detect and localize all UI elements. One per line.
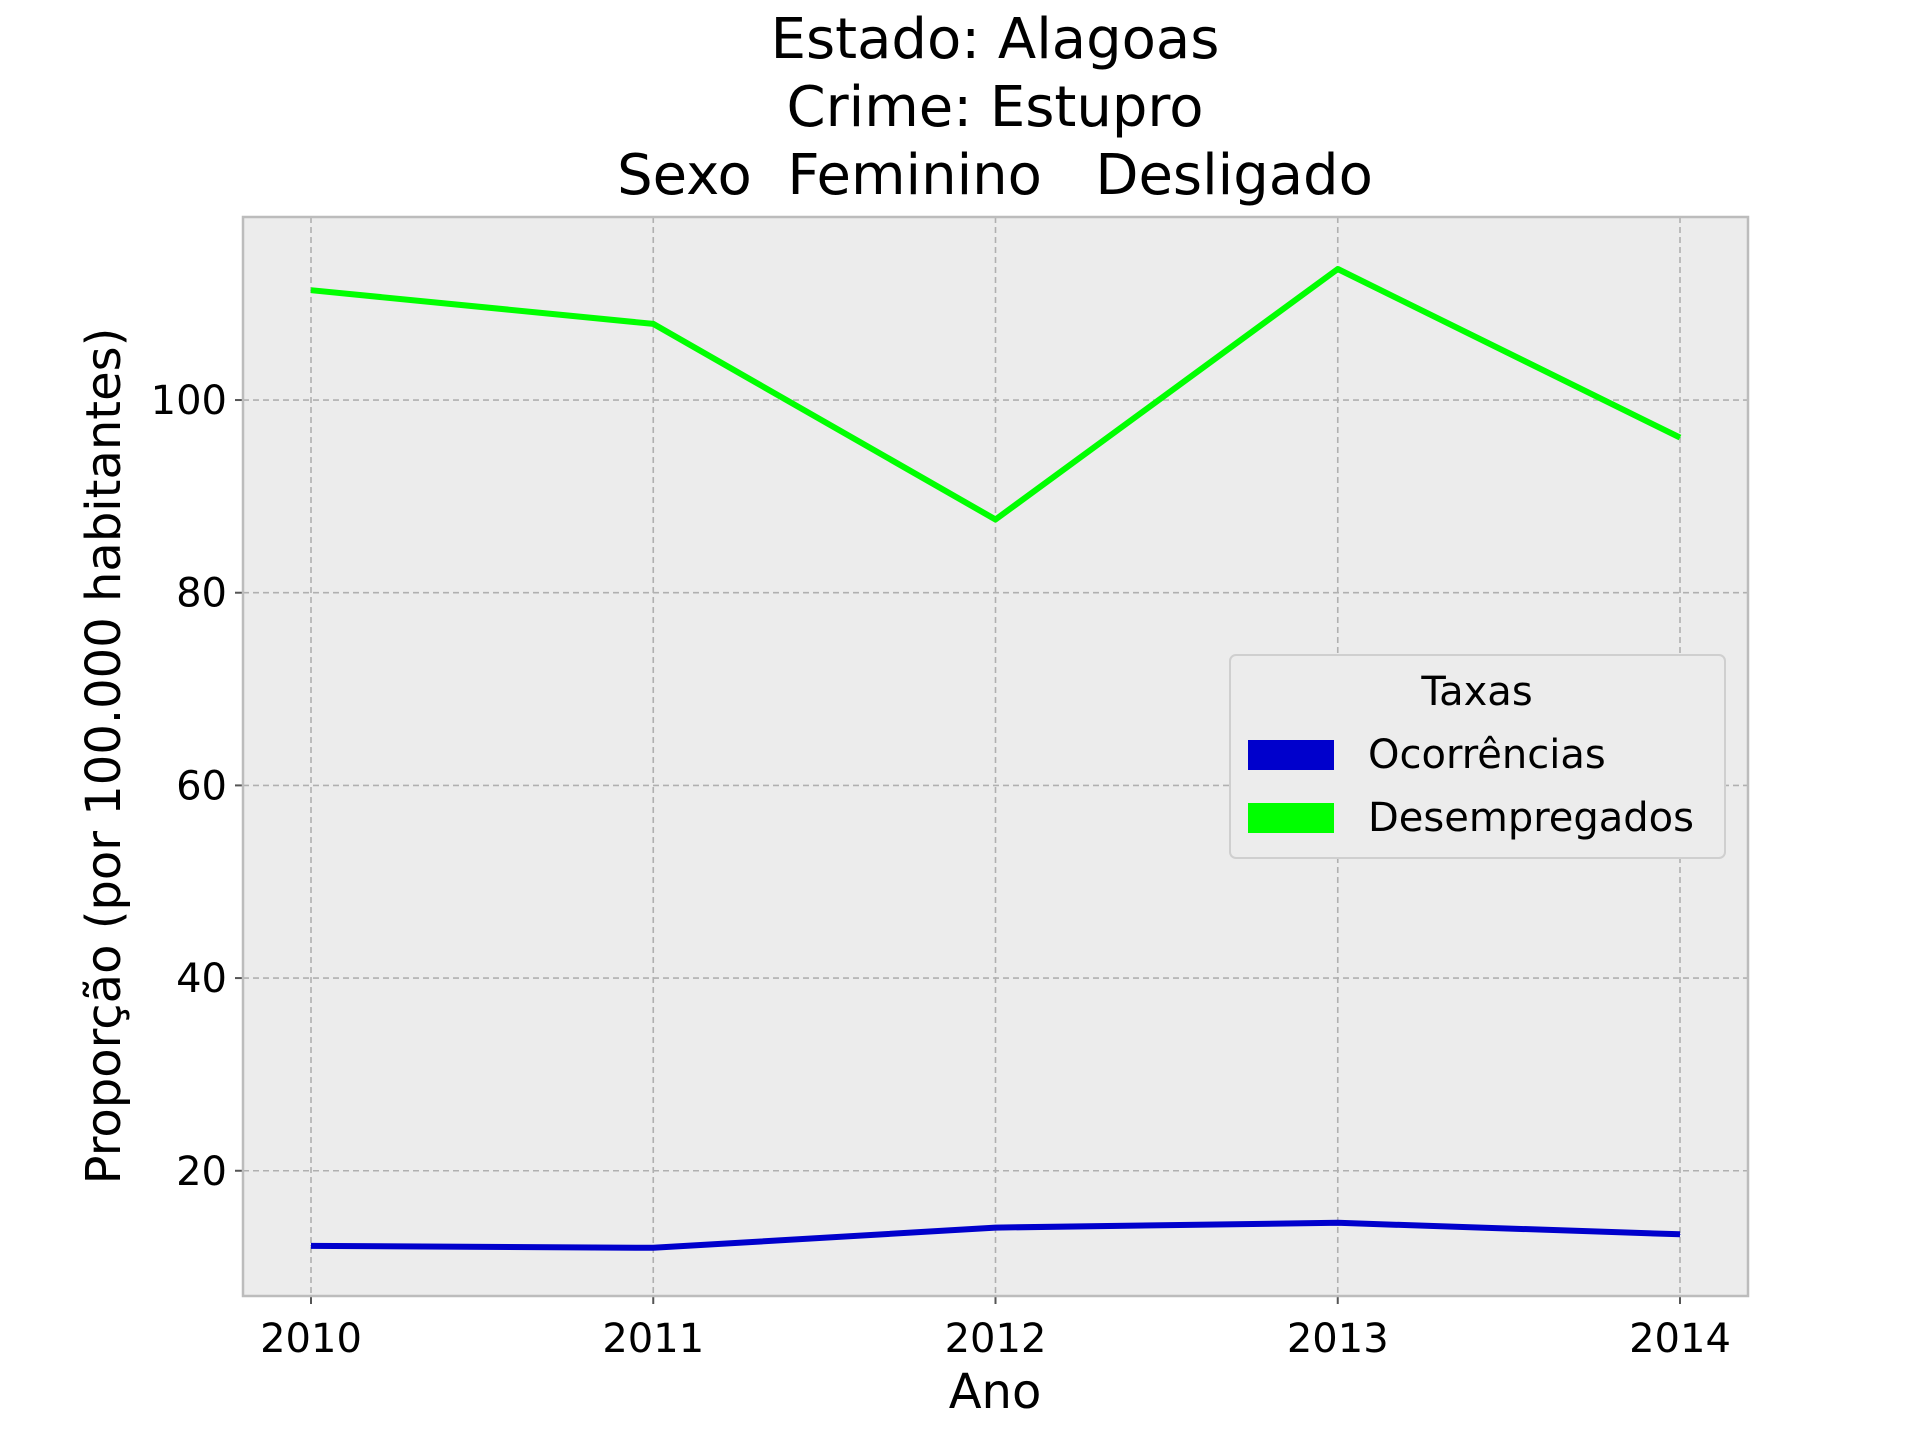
x-tick-label: 2013: [1287, 1316, 1389, 1362]
legend-swatch-ocorrencias: [1248, 740, 1334, 770]
data-point-ocorrencias: [1337, 1222, 1339, 1224]
legend-label-desempregados: Desempregados: [1368, 795, 1694, 841]
legend-swatch-desempregados: [1248, 803, 1334, 833]
data-point-ocorrencias: [310, 1245, 312, 1247]
x-tick-label: 2010: [260, 1316, 362, 1362]
data-point-desempregados: [652, 323, 654, 325]
legend: Taxas Ocorrências Desempregados: [1229, 654, 1726, 859]
y-tick-label: 100: [151, 378, 227, 424]
x-tick-label: 2011: [602, 1316, 704, 1362]
y-tick-label: 40: [176, 956, 227, 1002]
y-tick-label: 80: [176, 571, 227, 617]
x-tick-label: 2012: [945, 1316, 1047, 1362]
data-point-ocorrencias: [652, 1247, 654, 1249]
x-tick-label: 2014: [1629, 1316, 1731, 1362]
chart-title-line-3: Sexo Feminino Desligado: [617, 143, 1373, 208]
data-point-desempregados: [995, 519, 996, 521]
data-point-ocorrencias: [995, 1227, 996, 1229]
x-axis-label: Ano: [949, 1364, 1042, 1420]
legend-label-ocorrencias: Ocorrências: [1368, 732, 1606, 778]
series-lines: [310, 266, 1682, 1251]
y-tick-label: 20: [176, 1149, 227, 1195]
data-point-desempregados: [310, 289, 312, 291]
y-tick-label: 60: [176, 763, 227, 809]
axis-ticks: 2010 2011 2012 2013 2014 20 40 60 80 100: [151, 378, 1731, 1362]
legend-box: [1229, 654, 1726, 859]
plot-frame: [241, 215, 1750, 1298]
legend-title: Taxas: [1420, 669, 1532, 715]
chart-title-line-1: Estado: Alagoas: [771, 7, 1220, 72]
chart-title-line-2: Crime: Estupro: [787, 75, 1204, 140]
y-axis-label: Proporção (por 100.000 habitantes): [76, 328, 132, 1185]
data-point-desempregados: [1337, 268, 1339, 270]
data-point-ocorrencias: [1679, 1233, 1681, 1235]
data-point-desempregados: [1679, 437, 1681, 439]
